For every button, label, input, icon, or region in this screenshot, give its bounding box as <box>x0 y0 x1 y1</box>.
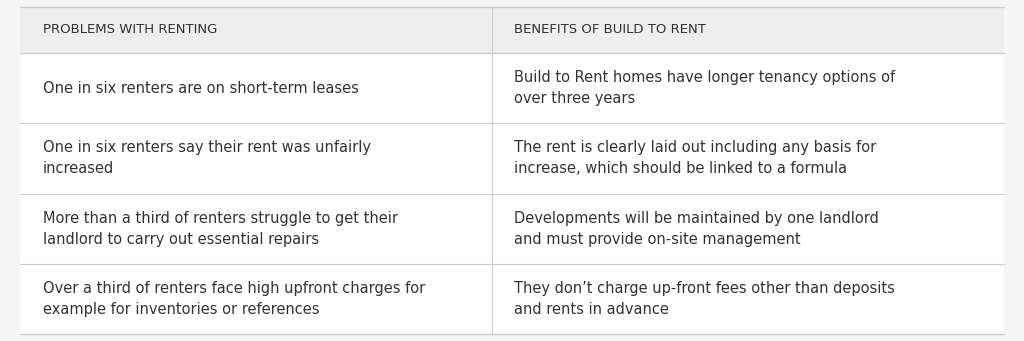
FancyBboxPatch shape <box>20 123 1004 194</box>
FancyBboxPatch shape <box>20 7 1004 334</box>
Text: They don’t charge up-front fees other than deposits
and rents in advance: They don’t charge up-front fees other th… <box>514 281 895 317</box>
FancyBboxPatch shape <box>20 7 1004 53</box>
Text: Developments will be maintained by one landlord
and must provide on-site managem: Developments will be maintained by one l… <box>514 211 879 247</box>
Text: The rent is clearly laid out including any basis for
increase, which should be l: The rent is clearly laid out including a… <box>514 140 877 176</box>
Text: Over a third of renters face high upfront charges for
example for inventories or: Over a third of renters face high upfron… <box>43 281 425 317</box>
Text: Build to Rent homes have longer tenancy options of
over three years: Build to Rent homes have longer tenancy … <box>514 70 895 106</box>
Text: One in six renters say their rent was unfairly
increased: One in six renters say their rent was un… <box>43 140 371 176</box>
FancyBboxPatch shape <box>20 194 1004 264</box>
FancyBboxPatch shape <box>20 53 1004 123</box>
FancyBboxPatch shape <box>20 264 1004 334</box>
Text: PROBLEMS WITH RENTING: PROBLEMS WITH RENTING <box>43 23 217 36</box>
Text: BENEFITS OF BUILD TO RENT: BENEFITS OF BUILD TO RENT <box>514 23 706 36</box>
Text: More than a third of renters struggle to get their
landlord to carry out essenti: More than a third of renters struggle to… <box>43 211 398 247</box>
Text: One in six renters are on short-term leases: One in six renters are on short-term lea… <box>43 80 358 95</box>
